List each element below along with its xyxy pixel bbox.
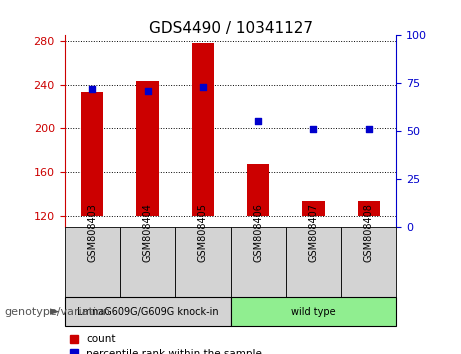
Text: GSM808404: GSM808404 (142, 203, 153, 262)
Point (365, 126, 372, 132)
Text: GDS4490 / 10341127: GDS4490 / 10341127 (148, 21, 313, 36)
Text: genotype/variation: genotype/variation (5, 307, 111, 316)
Point (199, 84, 207, 90)
Bar (192, 43, 214, 216)
Legend: count, percentile rank within the sample: count, percentile rank within the sample (70, 335, 262, 354)
Text: wild type: wild type (291, 307, 336, 316)
Bar (358, 201, 380, 216)
Bar (136, 81, 159, 216)
FancyBboxPatch shape (65, 297, 230, 326)
Text: GSM808407: GSM808407 (308, 203, 319, 262)
Bar (302, 201, 325, 216)
Text: ►: ► (50, 305, 60, 318)
FancyBboxPatch shape (230, 227, 286, 297)
FancyBboxPatch shape (175, 227, 230, 297)
Point (254, 119, 262, 124)
Text: GSM808405: GSM808405 (198, 203, 208, 262)
Bar (81, 92, 103, 216)
FancyBboxPatch shape (65, 227, 120, 297)
Text: GSM808406: GSM808406 (253, 203, 263, 262)
Point (310, 126, 317, 132)
FancyBboxPatch shape (120, 227, 175, 297)
Point (144, 88, 151, 94)
FancyBboxPatch shape (286, 227, 341, 297)
Point (89, 86, 96, 92)
Text: LmnaG609G/G609G knock-in: LmnaG609G/G609G knock-in (77, 307, 219, 316)
Text: GSM808408: GSM808408 (364, 203, 374, 262)
Bar (247, 164, 269, 216)
FancyBboxPatch shape (341, 227, 396, 297)
Text: GSM808403: GSM808403 (87, 203, 97, 262)
FancyBboxPatch shape (230, 297, 396, 326)
